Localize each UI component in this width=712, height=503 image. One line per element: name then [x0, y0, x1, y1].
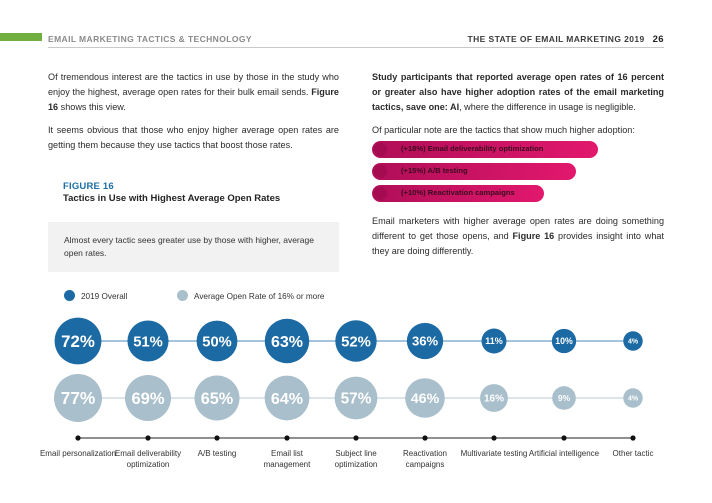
- axis-tick-dot: [75, 435, 81, 441]
- data-label: 16%: [484, 394, 504, 405]
- text-run: shows this view.: [58, 102, 126, 112]
- data-label: 11%: [485, 336, 503, 346]
- data-label: 52%: [341, 334, 371, 350]
- report-title: THE STATE OF EMAIL MARKETING 2019 26: [468, 34, 664, 45]
- left-paragraph-2: It seems obvious that those who enjoy hi…: [48, 125, 339, 150]
- category-label: Email personalization: [39, 449, 117, 458]
- left-column: Of tremendous interest are the tactics i…: [48, 70, 339, 161]
- legend-item-overall: 2019 Overall: [64, 290, 127, 301]
- data-bubble: [264, 375, 310, 421]
- text-run: Of tremendous interest are the tactics i…: [48, 72, 339, 97]
- right-paragraph-1: Study participants that reported average…: [372, 70, 664, 115]
- data-bubble: [196, 320, 238, 362]
- section-title: EMAIL MARKETING TACTICS & TECHNOLOGY: [48, 34, 252, 44]
- data-bubble: [406, 322, 444, 360]
- highlight-pill: (+10%) Reactivation campaigns: [372, 185, 544, 202]
- axis-tick-dot: [630, 435, 636, 441]
- data-label: 72%: [61, 332, 95, 351]
- text-run: , where the difference in usage is negli…: [459, 102, 636, 112]
- right-paragraph-3: Email marketers with higher average open…: [372, 214, 664, 259]
- data-bubble: [54, 317, 102, 365]
- category-label: Artificial intelligence: [528, 449, 600, 458]
- axis-tick-dot: [353, 435, 359, 441]
- header-accent-bar: [0, 33, 42, 41]
- right-paragraph-2: Of particular note are the tactics that …: [372, 125, 635, 135]
- data-label: 36%: [412, 334, 439, 349]
- data-label: 65%: [201, 390, 233, 408]
- category-label: Multivariate testing: [460, 449, 528, 458]
- pill-label: (+18%) Email deliverability optimization: [401, 144, 544, 153]
- data-bubble: [124, 374, 172, 422]
- highlight-pill: (+15%) A/B testing: [372, 163, 576, 180]
- header-rule: [48, 47, 664, 48]
- text-run: Email marketers with higher average open…: [372, 216, 664, 241]
- pill-dot: [374, 187, 387, 200]
- category-label: Reactivation campaigns: [402, 449, 448, 469]
- data-label: 50%: [202, 334, 231, 350]
- axis-tick-dot: [422, 435, 428, 441]
- figure-label: FIGURE 16: [63, 181, 114, 192]
- left-paragraph-1: Of tremendous interest are the tactics i…: [48, 70, 339, 115]
- right-paragraph-3-wrap: Email marketers with higher average open…: [372, 214, 664, 267]
- right-column: Study participants that reported average…: [372, 70, 664, 146]
- legend-label: 2019 Overall: [81, 292, 128, 301]
- category-label: Subject line optimization: [334, 449, 378, 469]
- axis-tick-dot: [284, 435, 290, 441]
- data-label: 4%: [628, 339, 639, 346]
- data-bubble: [551, 328, 577, 354]
- data-label: 77%: [61, 388, 96, 408]
- data-bubble: [127, 320, 169, 362]
- data-bubble: [194, 375, 240, 421]
- data-bubble: [334, 376, 378, 420]
- data-label: 57%: [341, 391, 372, 408]
- report-name: THE STATE OF EMAIL MARKETING 2019: [467, 34, 645, 44]
- data-bubble: [480, 384, 508, 412]
- pill-label: (+10%) Reactivation campaigns: [401, 188, 515, 197]
- data-label: 63%: [271, 334, 303, 351]
- category-label: Email deliverability optimization: [114, 449, 182, 469]
- axis-tick-dot: [214, 435, 220, 441]
- axis-tick-dot: [145, 435, 151, 441]
- data-label: 46%: [411, 391, 440, 407]
- figure-callout: Almost every tactic sees greater use by …: [48, 222, 339, 272]
- figure-reference: Figure 16: [512, 231, 555, 241]
- category-label: Email list management: [263, 449, 311, 469]
- data-bubble: [623, 331, 643, 351]
- data-label: 4%: [628, 396, 639, 403]
- figure-title: Tactics in Use with Highest Average Open…: [63, 193, 281, 204]
- data-bubble: [335, 320, 377, 362]
- legend-swatch: [177, 290, 188, 301]
- data-bubble: [552, 386, 576, 410]
- data-bubble: [481, 328, 507, 354]
- lead-text: Study participants that reported average…: [372, 72, 664, 112]
- data-label: 9%: [558, 393, 571, 403]
- page-number: 26: [652, 34, 664, 45]
- data-label: 64%: [271, 390, 303, 408]
- data-label: 69%: [131, 389, 164, 408]
- legend-label: Average Open Rate of 16% or more: [194, 292, 325, 301]
- figure-reference: Figure 16: [48, 87, 339, 112]
- category-label: A/B testing: [197, 449, 237, 458]
- axis-tick-dot: [561, 435, 567, 441]
- text-run: provides insight into what they are doin…: [372, 231, 664, 256]
- data-bubble: [623, 388, 643, 408]
- axis-tick-dot: [491, 435, 497, 441]
- data-bubble: [54, 374, 102, 422]
- legend-swatch: [64, 290, 75, 301]
- category-label: Other tactic: [612, 449, 654, 458]
- pill-dot: [374, 143, 387, 156]
- data-label: 51%: [133, 334, 163, 350]
- data-bubble: [405, 378, 445, 418]
- pill-label: (+15%) A/B testing: [401, 166, 468, 175]
- legend-item-high-open-rate: Average Open Rate of 16% or more: [177, 290, 324, 301]
- pill-dot: [374, 165, 387, 178]
- data-label: 10%: [555, 336, 573, 346]
- data-bubble: [264, 318, 310, 364]
- highlight-pill: (+18%) Email deliverability optimization: [372, 141, 598, 158]
